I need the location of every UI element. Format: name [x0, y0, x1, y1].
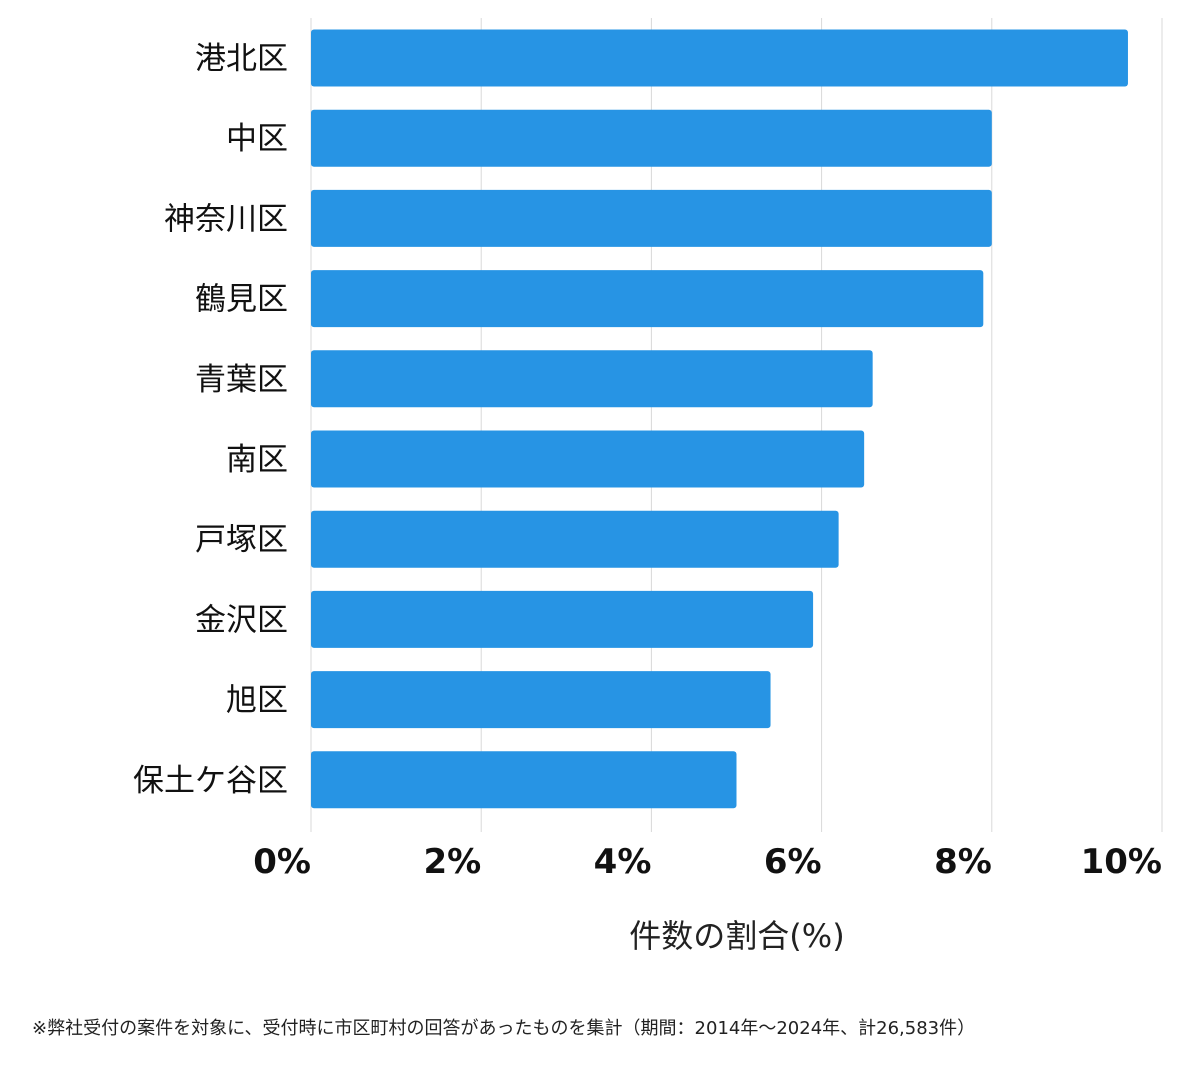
bar — [311, 430, 865, 488]
bar — [311, 751, 737, 809]
bar — [311, 270, 984, 328]
category-label: 旭区 — [226, 683, 288, 719]
category-label: 港北区 — [195, 41, 288, 77]
category-label: 保土ケ谷区 — [133, 763, 288, 799]
category-label: 南区 — [226, 442, 288, 478]
x-tick-label: 8% — [934, 842, 992, 882]
bar — [311, 189, 992, 247]
bar — [311, 109, 992, 167]
x-axis-label: 件数の割合(%) — [629, 917, 844, 955]
x-tick-label: 2% — [423, 842, 481, 882]
bar — [311, 29, 1128, 87]
x-tick-label: 0% — [253, 842, 311, 882]
bar — [311, 350, 873, 408]
category-label: 戸塚区 — [195, 522, 288, 558]
bar — [311, 590, 814, 648]
category-label: 青葉区 — [195, 362, 288, 398]
category-label: 中区 — [226, 121, 288, 157]
category-label: 鶴見区 — [195, 282, 288, 318]
bar — [311, 510, 839, 568]
bars — [311, 29, 1128, 809]
category-label: 神奈川区 — [164, 201, 288, 237]
footnote: ※弊社受付の案件を対象に、受付時に市区町村の回答があったものを集計（期間：201… — [32, 1018, 976, 1039]
x-tick-label: 4% — [594, 842, 652, 882]
x-tick-labels: 0% 2% 4% 6% 8% 10% — [253, 842, 1162, 882]
x-tick-label: 6% — [764, 842, 822, 882]
x-tick-label: 10% — [1081, 842, 1162, 882]
bar — [311, 671, 771, 729]
category-label: 金沢区 — [195, 602, 288, 638]
